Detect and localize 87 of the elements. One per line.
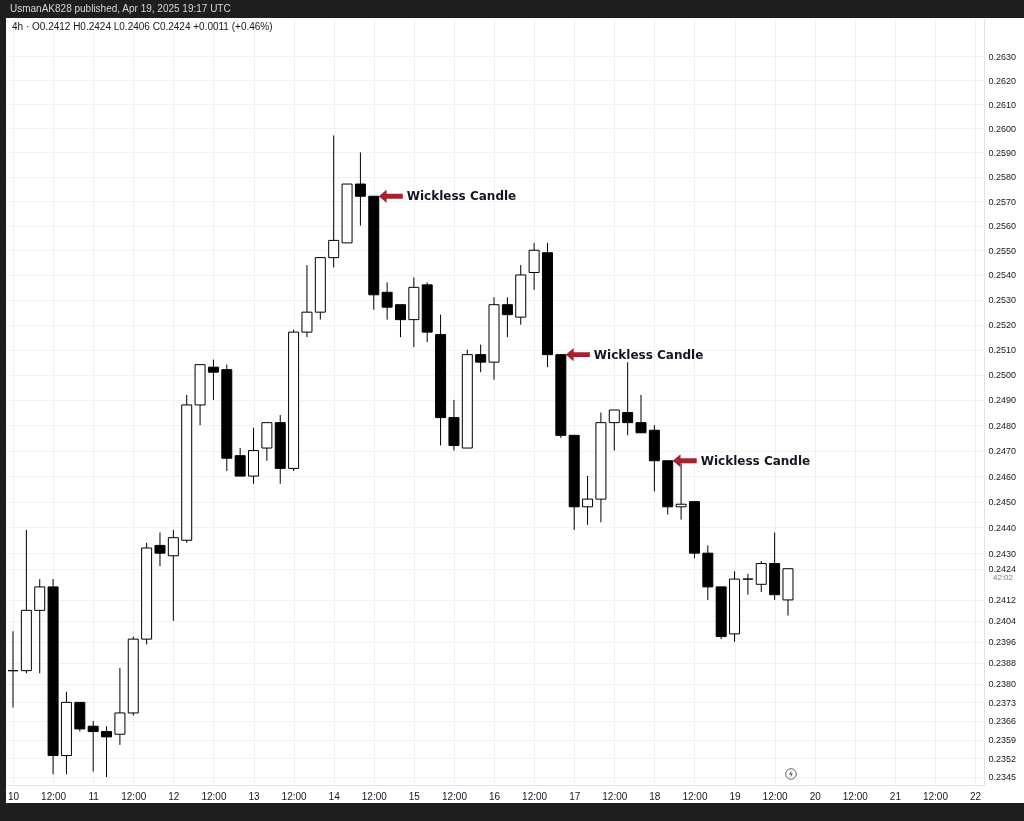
x-tick-label: 12 bbox=[168, 790, 180, 802]
y-tick-label: 0.2630 bbox=[988, 51, 1017, 62]
y-tick-label: 0.2396 bbox=[988, 637, 1017, 648]
y-tick-label: 0.2620 bbox=[988, 75, 1017, 86]
x-tick-label: 19 bbox=[729, 790, 742, 802]
y-tick-label: 0.2460 bbox=[988, 471, 1017, 482]
y-tick-label: 0.2359 bbox=[988, 735, 1017, 746]
candlestick bbox=[755, 560, 767, 593]
y-tick-label: 0.2610 bbox=[988, 99, 1017, 110]
annotation: Wickless Candle bbox=[700, 453, 811, 468]
candlestick bbox=[154, 532, 166, 567]
candlestick bbox=[328, 134, 340, 269]
y-tick-label: 0.2590 bbox=[988, 147, 1017, 158]
y-tick-label: 0.2424 bbox=[988, 564, 1017, 575]
candlestick bbox=[675, 462, 687, 521]
y-tick-label: 0.2540 bbox=[988, 270, 1017, 281]
y-tick-label: 0.2450 bbox=[988, 497, 1017, 508]
candlestick bbox=[234, 447, 246, 477]
candlestick bbox=[87, 720, 99, 773]
x-tick-label: 13 bbox=[248, 790, 261, 802]
y-tick-label: 0.2373 bbox=[988, 697, 1017, 708]
y-tick-label: 0.2580 bbox=[988, 172, 1017, 183]
candlestick bbox=[301, 264, 313, 338]
x-tick-label: 10 bbox=[7, 790, 20, 802]
y-tick-label: 0.2510 bbox=[988, 345, 1017, 356]
y-tick-label: 0.2480 bbox=[988, 420, 1017, 431]
y-tick-label: 0.2490 bbox=[988, 395, 1017, 406]
y-tick-label: 0.2560 bbox=[988, 221, 1017, 232]
x-tick-label: 18 bbox=[649, 790, 661, 802]
y-tick-label: 0.2600 bbox=[988, 123, 1017, 134]
x-tick-label: 12:00 bbox=[41, 790, 67, 802]
chart-subtitle: 4h · O0.2412 H0.2424 L0.2406 C0.2424 +0.0011 (+0.46%) bbox=[12, 21, 273, 32]
candlestick bbox=[635, 394, 647, 434]
x-tick-label: 11 bbox=[88, 790, 100, 802]
candlestick bbox=[34, 578, 46, 674]
x-tick-label: 12:00 bbox=[842, 790, 869, 802]
x-tick-label: 20 bbox=[809, 790, 822, 802]
y-tick-label: 0.2500 bbox=[988, 370, 1017, 381]
candlestick bbox=[114, 667, 126, 746]
x-tick-label: 12:00 bbox=[281, 790, 308, 802]
x-tick-label: 12:00 bbox=[441, 790, 468, 802]
y-tick-label: 0.2404 bbox=[988, 616, 1017, 627]
candlestick bbox=[207, 359, 219, 401]
x-tick-label: 21 bbox=[889, 790, 902, 802]
annotation: Wickless Candle bbox=[406, 189, 517, 204]
x-tick-label: 16 bbox=[488, 790, 501, 802]
candlestick bbox=[167, 529, 179, 622]
x-tick-label: 14 bbox=[328, 790, 341, 802]
x-tick-label: 22 bbox=[969, 790, 982, 802]
candlestick bbox=[528, 242, 540, 291]
y-tick-label: 0.2352 bbox=[988, 753, 1017, 764]
y-tick-label: 0.2530 bbox=[988, 295, 1017, 306]
candlestick bbox=[501, 296, 513, 338]
y-tick-label: 0.2520 bbox=[988, 320, 1017, 331]
x-tick-label: 12:00 bbox=[361, 790, 388, 802]
y-tick-label: 0.2345 bbox=[988, 772, 1017, 783]
y-tick-label: 0.2388 bbox=[988, 658, 1017, 669]
candlestick bbox=[622, 361, 634, 436]
x-tick-label: 17 bbox=[569, 790, 581, 802]
x-tick-label: 12:00 bbox=[602, 790, 628, 802]
x-tick-label: 12:00 bbox=[522, 790, 548, 802]
x-tick-label: 12:00 bbox=[121, 790, 147, 802]
candlestick bbox=[354, 151, 366, 227]
x-tick-label: 12:00 bbox=[762, 790, 789, 802]
chart-title: UsmanAK828 published, Apr 19, 2025 19:17 UTC bbox=[10, 2, 231, 16]
y-tick-label: 0.2412 bbox=[988, 595, 1017, 606]
y-tick-label: 0.2550 bbox=[988, 245, 1017, 256]
candlestick bbox=[101, 725, 113, 778]
candlestick bbox=[394, 304, 406, 338]
y-tick-label: 0.2570 bbox=[988, 196, 1017, 207]
candlestick bbox=[475, 344, 487, 373]
candlestick bbox=[608, 409, 620, 452]
x-tick-label: 12:00 bbox=[201, 790, 227, 802]
y-tick-label: 0.2470 bbox=[988, 446, 1017, 457]
y-tick-label: 0.2380 bbox=[988, 679, 1017, 690]
candlestick bbox=[742, 573, 754, 596]
candlestick bbox=[7, 630, 19, 709]
text: 42:02 bbox=[993, 573, 1014, 582]
x-tick-label: 12:00 bbox=[922, 790, 949, 802]
y-tick-label: 0.2366 bbox=[988, 716, 1017, 727]
candlestick bbox=[582, 475, 594, 526]
y-tick-label: 0.2430 bbox=[988, 548, 1017, 559]
x-tick-label: 15 bbox=[408, 790, 421, 802]
y-tick-label: 0.2440 bbox=[988, 522, 1017, 533]
annotation: Wickless Candle bbox=[593, 347, 704, 362]
candlestick bbox=[381, 281, 393, 321]
x-tick-label: 12:00 bbox=[682, 790, 708, 802]
